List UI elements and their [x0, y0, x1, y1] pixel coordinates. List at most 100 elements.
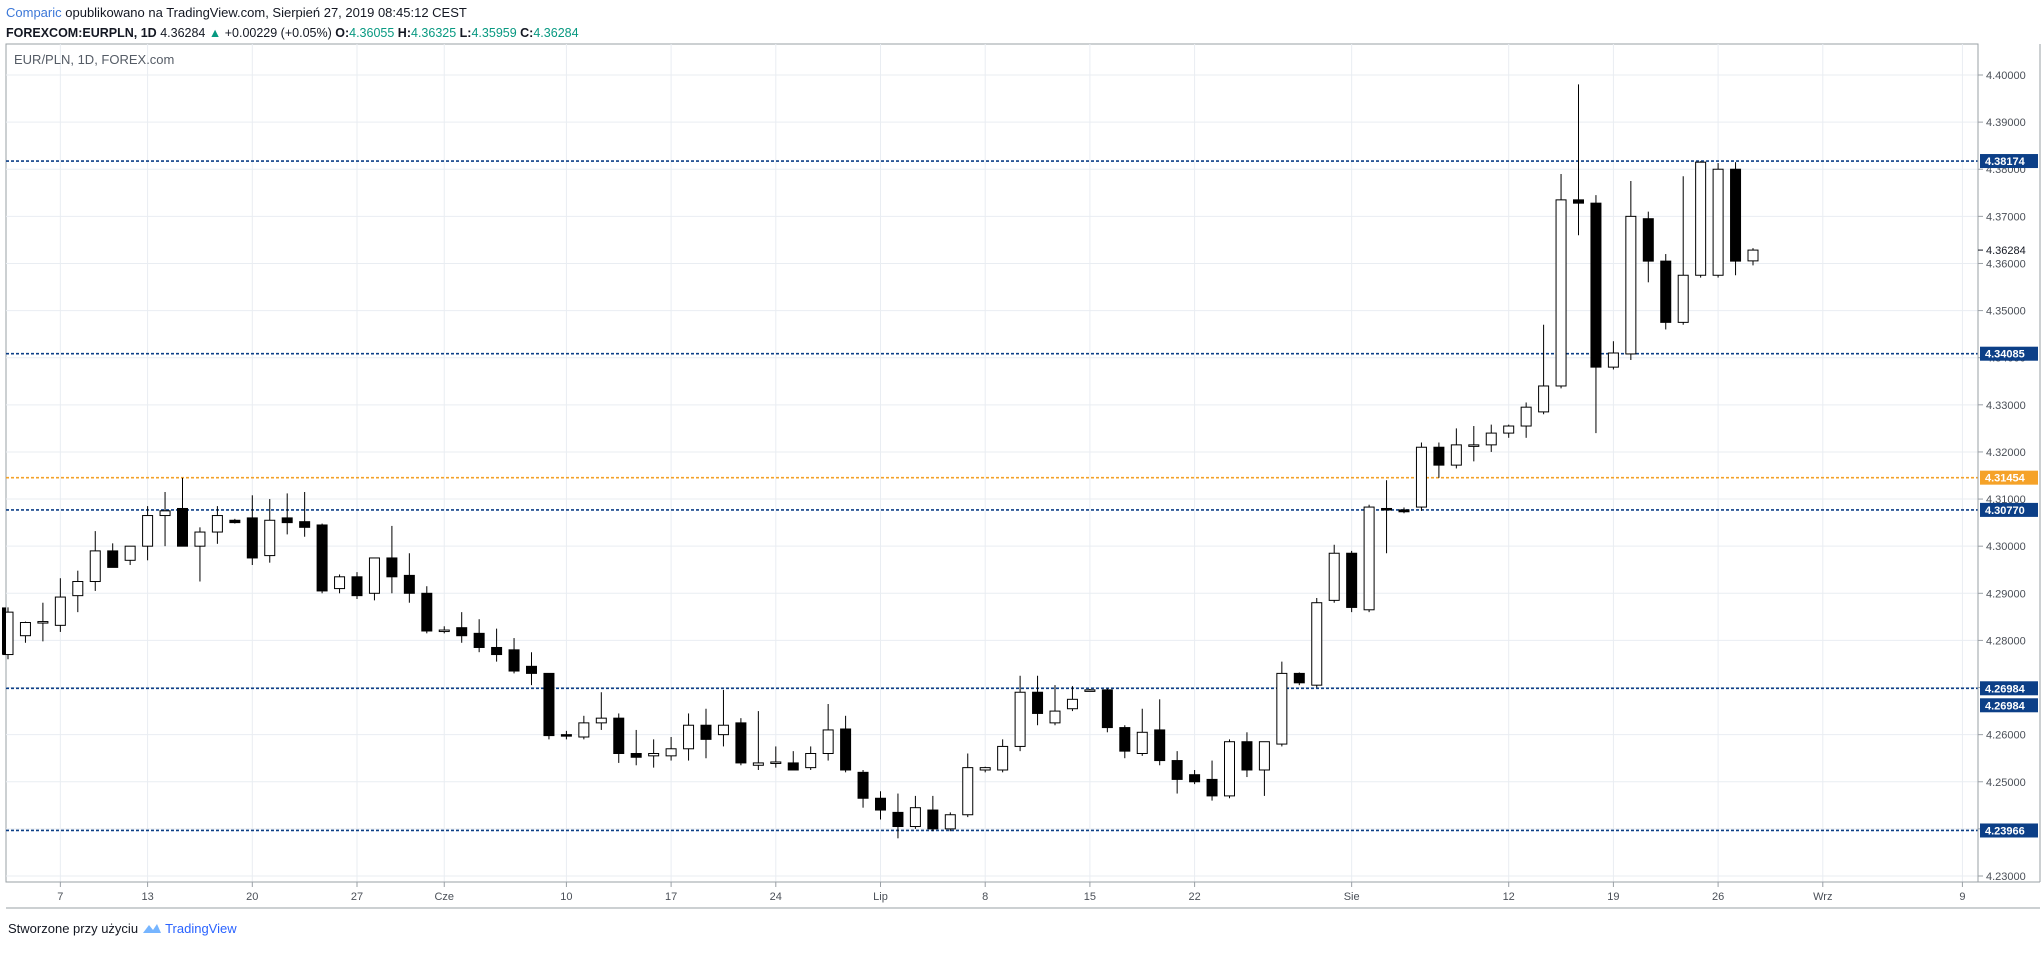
- candle[interactable]: [1346, 550, 1358, 613]
- candle[interactable]: [595, 692, 607, 730]
- candle[interactable]: [491, 628, 503, 662]
- candle[interactable]: [89, 531, 101, 591]
- candle[interactable]: [683, 713, 695, 761]
- candle[interactable]: [421, 586, 433, 634]
- candle[interactable]: [1607, 341, 1619, 370]
- candle[interactable]: [1241, 732, 1253, 778]
- candle[interactable]: [1398, 507, 1410, 514]
- candle[interactable]: [892, 793, 904, 839]
- candle[interactable]: [37, 602, 49, 642]
- candle[interactable]: [299, 491, 311, 537]
- candle[interactable]: [875, 791, 886, 820]
- candle[interactable]: [142, 506, 154, 561]
- candle[interactable]: [700, 708, 712, 759]
- candle[interactable]: [665, 737, 677, 761]
- candle[interactable]: [962, 753, 974, 818]
- candle[interactable]: [735, 718, 747, 766]
- candle[interactable]: [909, 795, 921, 829]
- candle[interactable]: [1573, 84, 1584, 236]
- candle[interactable]: [526, 652, 537, 686]
- candle[interactable]: [1485, 424, 1497, 452]
- candle[interactable]: [630, 729, 642, 766]
- candle[interactable]: [107, 543, 119, 568]
- candle[interactable]: [1014, 675, 1026, 752]
- candle[interactable]: [403, 553, 415, 603]
- candle[interactable]: [473, 619, 485, 653]
- candle[interactable]: [1625, 181, 1637, 361]
- candle[interactable]: [1660, 254, 1672, 330]
- candle[interactable]: [211, 506, 223, 544]
- candle[interactable]: [770, 746, 782, 768]
- candle[interactable]: [1433, 442, 1445, 478]
- candle[interactable]: [752, 711, 764, 770]
- candle[interactable]: [246, 495, 258, 566]
- price-axis[interactable]: 4.230004.240004.250004.260004.270004.280…: [1977, 44, 2041, 883]
- candle[interactable]: [19, 621, 31, 643]
- candle[interactable]: [1136, 708, 1148, 756]
- candle[interactable]: [613, 713, 625, 763]
- candle[interactable]: [543, 672, 555, 740]
- candle[interactable]: [1258, 741, 1270, 796]
- candle[interactable]: [1171, 751, 1183, 794]
- candle[interactable]: [316, 523, 328, 594]
- candle[interactable]: [281, 493, 293, 535]
- candle[interactable]: [1363, 504, 1375, 613]
- candle[interactable]: [648, 739, 660, 768]
- candle[interactable]: [1712, 163, 1724, 278]
- candle[interactable]: [1503, 424, 1515, 438]
- candle[interactable]: [1224, 739, 1235, 799]
- candle[interactable]: [386, 525, 398, 594]
- candle[interactable]: [54, 578, 66, 632]
- candle[interactable]: [1450, 428, 1462, 469]
- candle[interactable]: [1032, 675, 1044, 726]
- candle[interactable]: [1677, 176, 1689, 325]
- candle[interactable]: [944, 812, 956, 832]
- candle[interactable]: [979, 766, 991, 773]
- candle[interactable]: [456, 612, 468, 643]
- candle[interactable]: [1590, 195, 1602, 434]
- candle[interactable]: [1293, 672, 1305, 686]
- candle[interactable]: [1328, 544, 1340, 603]
- candle[interactable]: [1695, 161, 1707, 278]
- candle[interactable]: [1066, 686, 1078, 712]
- candle[interactable]: [351, 572, 363, 599]
- candle[interactable]: [1538, 324, 1550, 415]
- candle[interactable]: [264, 499, 276, 563]
- candle[interactable]: [840, 715, 852, 773]
- candle[interactable]: [1049, 685, 1061, 726]
- candle[interactable]: [1520, 402, 1532, 438]
- candle[interactable]: [1276, 661, 1288, 747]
- candle[interactable]: [1206, 760, 1218, 801]
- candle[interactable]: [1119, 725, 1131, 759]
- candle[interactable]: [1189, 769, 1201, 785]
- candle[interactable]: [787, 751, 799, 771]
- candle[interactable]: [927, 795, 939, 832]
- candle[interactable]: [229, 518, 241, 524]
- tradingview-link[interactable]: TradingView: [165, 921, 237, 936]
- author-link[interactable]: Comparic: [6, 5, 62, 20]
- candle[interactable]: [334, 574, 346, 594]
- candle[interactable]: [194, 527, 206, 582]
- candle[interactable]: [1101, 688, 1113, 733]
- candle[interactable]: [177, 477, 188, 547]
- candle[interactable]: [1747, 248, 1759, 266]
- candles[interactable]: [2, 84, 1759, 839]
- candle[interactable]: [1642, 211, 1654, 283]
- candle[interactable]: [159, 491, 171, 547]
- candle[interactable]: [1154, 699, 1166, 766]
- candle[interactable]: [124, 545, 136, 566]
- candle[interactable]: [1468, 426, 1480, 462]
- candle[interactable]: [1381, 480, 1393, 554]
- candle[interactable]: [368, 557, 380, 601]
- candle[interactable]: [822, 704, 834, 761]
- candle[interactable]: [1415, 442, 1427, 511]
- candle[interactable]: [72, 570, 84, 613]
- candle[interactable]: [1084, 688, 1096, 692]
- candle[interactable]: [560, 730, 572, 740]
- candle[interactable]: [717, 689, 729, 747]
- candle[interactable]: [508, 638, 520, 674]
- time-axis[interactable]: 7 13 20 27 Cze 10 17 24 Lip 8 15 22 Sie 12 19 26 Wrz 9: [6, 881, 2040, 909]
- horizontal-lines[interactable]: [6, 160, 1978, 832]
- candle[interactable]: [997, 739, 1009, 773]
